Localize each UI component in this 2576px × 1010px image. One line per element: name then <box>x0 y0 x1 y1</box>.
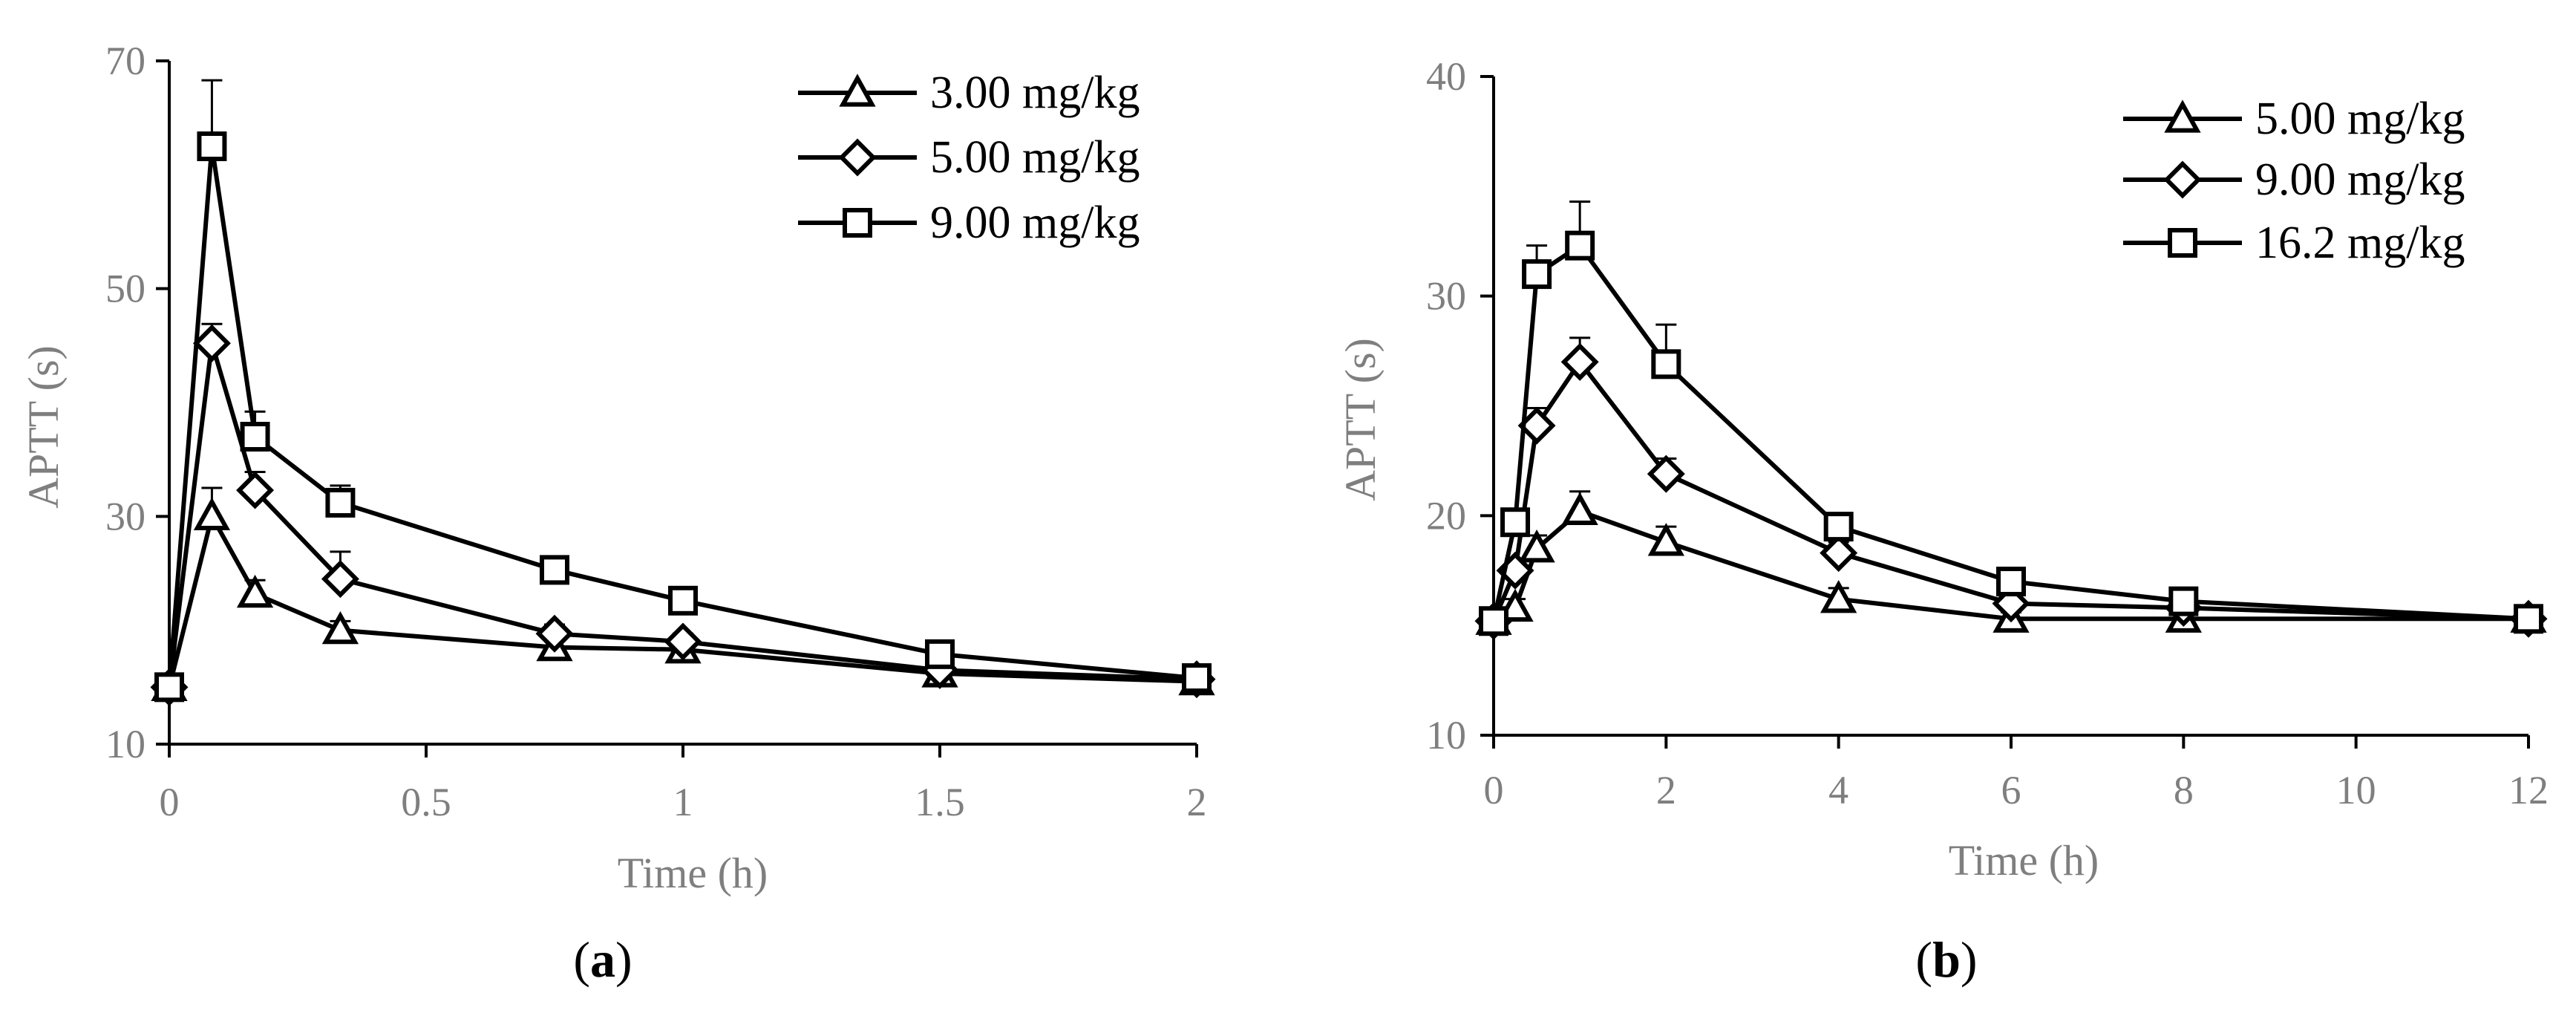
data-point-triangle <box>236 574 274 608</box>
y-tick-label: 30 <box>1426 274 1466 319</box>
y-axis-title-a: APTT (s) <box>19 345 68 509</box>
series-line <box>167 146 1197 688</box>
data-point-square <box>1996 567 2026 597</box>
data-point-square <box>325 487 356 518</box>
legend-label: 16.2 mg/kg <box>2255 218 2465 268</box>
y-tick-label: 30 <box>105 494 146 538</box>
legend-marker-diamond <box>2163 160 2202 199</box>
legend-marker-square <box>843 208 872 238</box>
x-tick-label: 2 <box>1187 780 1207 824</box>
x-tick-label: 2 <box>1656 768 1676 812</box>
data-point-diamond <box>192 324 231 362</box>
series-square-b <box>1479 201 2543 636</box>
x-tick-label: 1 <box>673 780 693 824</box>
data-point-square <box>1479 606 1508 636</box>
data-point-square <box>925 639 955 669</box>
data-point-square <box>1182 663 1212 694</box>
panel-label-b: (b) <box>1915 931 1977 988</box>
data-point-square <box>1651 349 1681 379</box>
data-point-triangle <box>193 497 231 530</box>
data-point-square <box>2168 586 2199 616</box>
data-point-square <box>1823 512 1854 542</box>
legend-marker-triangle <box>2164 100 2201 133</box>
plot-area-b: 10 20 30 40 0 2 4 6 8 10 12 <box>1426 54 2549 812</box>
data-point-square <box>2514 604 2543 634</box>
data-point-triangle <box>1647 523 1684 556</box>
data-point-triangle <box>321 610 359 645</box>
series-line <box>1491 242 2529 622</box>
y-tick-label: 50 <box>105 267 146 311</box>
data-point-square <box>1565 230 1595 261</box>
legend-label: 9.00 mg/kg <box>2255 154 2465 205</box>
y-tick-label: 40 <box>1426 54 1466 99</box>
data-point-diamond <box>1820 534 1858 573</box>
x-tick-label: 8 <box>2174 768 2194 812</box>
legend-a: 3.00 mg/kg 5.00 mg/kg 9.00 mg/kg <box>798 68 1140 248</box>
data-point-diamond <box>1560 342 1599 381</box>
panel-label-b-letter: b <box>1932 931 1961 988</box>
x-tick-label: 0.5 <box>401 780 451 824</box>
y-axis-title-b: APTT (s) <box>1336 338 1385 501</box>
data-point-diamond <box>321 560 359 599</box>
y-tick-label: 10 <box>105 722 146 766</box>
data-point-square <box>1500 507 1531 538</box>
legend-b: 5.00 mg/kg 9.00 mg/kg 16.2 mg/kg <box>2123 94 2465 268</box>
data-point-diamond <box>535 614 574 653</box>
series-line <box>167 342 1197 688</box>
data-point-diamond <box>236 471 275 509</box>
data-point-square <box>197 131 227 161</box>
panel-label-a: (a) <box>573 931 632 988</box>
legend-label: 5.00 mg/kg <box>930 132 1140 183</box>
x-tick-label: 6 <box>2001 768 2021 812</box>
data-point-square <box>540 555 569 585</box>
legend-label: 3.00 mg/kg <box>930 68 1140 118</box>
data-point-diamond <box>664 622 702 661</box>
y-tick-label: 70 <box>105 39 146 83</box>
x-axis-title-b: Time (h) <box>1949 836 2099 884</box>
data-point-diamond <box>1647 454 1685 493</box>
plot-area-a: 10 30 50 70 0 0.5 1 1.5 2 <box>105 39 1216 824</box>
legend-marker-diamond <box>838 138 877 177</box>
data-point-square <box>668 585 698 616</box>
legend-label: 9.00 mg/kg <box>930 198 1140 248</box>
x-tick-label: 10 <box>2336 768 2376 812</box>
data-point-square <box>240 422 270 452</box>
x-tick-label: 0 <box>1484 768 1504 812</box>
x-axis-title-a: Time (h) <box>618 849 768 897</box>
x-tick-label: 4 <box>1828 768 1848 812</box>
legend-label: 5.00 mg/kg <box>2255 94 2465 144</box>
data-point-triangle <box>1820 579 1857 613</box>
y-tick-label: 20 <box>1426 493 1466 538</box>
data-point-triangle <box>1518 529 1555 563</box>
legend-marker-square <box>2168 228 2197 258</box>
x-tick-label: 0 <box>160 780 180 824</box>
legend-marker-triangle <box>839 74 876 107</box>
series-diamond-a <box>150 322 1216 706</box>
y-tick-label: 10 <box>1426 713 1466 758</box>
data-point-square <box>154 672 184 703</box>
x-tick-label: 12 <box>2508 768 2549 812</box>
x-tick-label: 1.5 <box>915 780 965 824</box>
data-point-square <box>1522 259 1552 290</box>
data-point-triangle <box>1561 492 1598 526</box>
series-square-a <box>154 79 1212 703</box>
panel-label-a-letter: a <box>590 931 615 988</box>
